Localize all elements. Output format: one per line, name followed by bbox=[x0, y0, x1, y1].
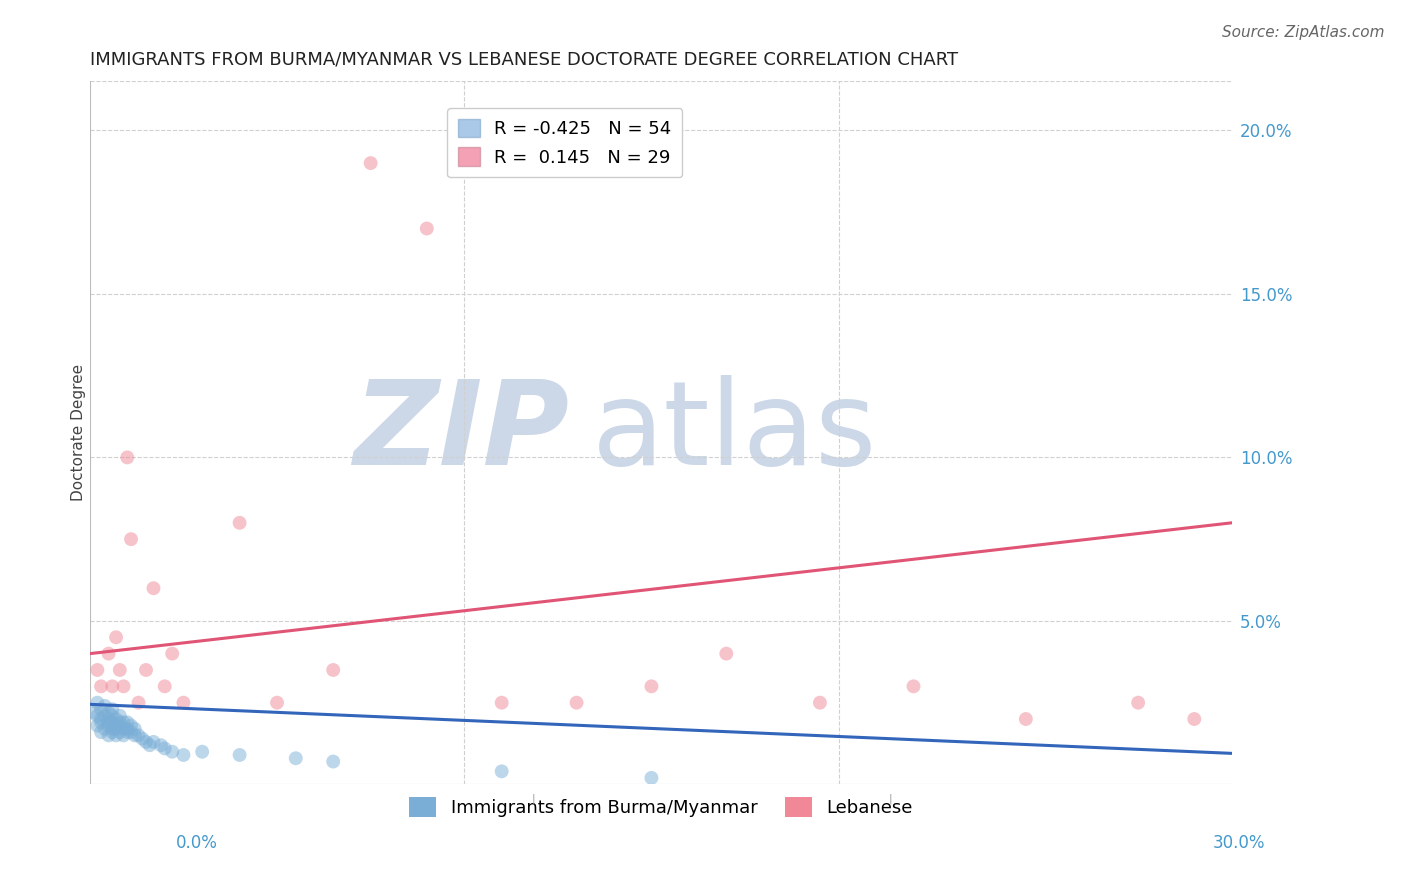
Point bbox=[94, 698, 117, 713]
Point bbox=[105, 722, 128, 736]
Y-axis label: Doctorate Degree: Doctorate Degree bbox=[72, 364, 86, 501]
Point bbox=[808, 696, 831, 710]
Point bbox=[101, 715, 124, 730]
Point bbox=[128, 696, 150, 710]
Point bbox=[108, 663, 131, 677]
Point bbox=[101, 722, 124, 736]
Point bbox=[90, 715, 112, 730]
Point bbox=[108, 718, 131, 732]
Point bbox=[90, 725, 112, 739]
Point bbox=[142, 735, 165, 749]
Point bbox=[117, 450, 139, 465]
Point bbox=[160, 745, 183, 759]
Point bbox=[112, 715, 135, 730]
Point bbox=[97, 706, 120, 720]
Point bbox=[108, 725, 131, 739]
Text: IMMIGRANTS FROM BURMA/MYANMAR VS LEBANESE DOCTORATE DEGREE CORRELATION CHART: IMMIGRANTS FROM BURMA/MYANMAR VS LEBANES… bbox=[90, 51, 957, 69]
Point bbox=[86, 708, 108, 723]
Point bbox=[640, 679, 662, 693]
Point bbox=[172, 696, 194, 710]
Point bbox=[86, 696, 108, 710]
Point bbox=[101, 725, 124, 739]
Point bbox=[228, 747, 250, 762]
Point bbox=[101, 708, 124, 723]
Point bbox=[142, 581, 165, 595]
Point bbox=[135, 735, 157, 749]
Point bbox=[120, 718, 142, 732]
Point bbox=[640, 771, 662, 785]
Point bbox=[101, 702, 124, 716]
Point bbox=[90, 679, 112, 693]
Point bbox=[97, 647, 120, 661]
Point bbox=[903, 679, 925, 693]
Text: 30.0%: 30.0% bbox=[1213, 834, 1265, 852]
Point bbox=[105, 712, 128, 726]
Point bbox=[172, 747, 194, 762]
Point bbox=[90, 702, 112, 716]
Text: |: | bbox=[889, 794, 891, 805]
Point bbox=[108, 715, 131, 730]
Point bbox=[124, 728, 146, 742]
Point bbox=[191, 745, 214, 759]
Point bbox=[97, 715, 120, 730]
Point bbox=[716, 647, 738, 661]
Point bbox=[83, 706, 105, 720]
Point bbox=[97, 728, 120, 742]
Point bbox=[284, 751, 307, 765]
Point bbox=[228, 516, 250, 530]
Point bbox=[108, 708, 131, 723]
Point bbox=[124, 722, 146, 736]
Point bbox=[105, 728, 128, 742]
Point bbox=[266, 696, 288, 710]
Text: atlas: atlas bbox=[592, 376, 877, 491]
Point bbox=[112, 728, 135, 742]
Point bbox=[117, 725, 139, 739]
Point bbox=[112, 722, 135, 736]
Point bbox=[117, 715, 139, 730]
Point bbox=[153, 741, 176, 756]
Point bbox=[149, 738, 172, 752]
Point bbox=[1015, 712, 1038, 726]
Point bbox=[90, 712, 112, 726]
Point bbox=[94, 722, 117, 736]
Point bbox=[97, 718, 120, 732]
Point bbox=[97, 712, 120, 726]
Point bbox=[86, 663, 108, 677]
Point bbox=[120, 532, 142, 546]
Point bbox=[565, 696, 588, 710]
Point bbox=[120, 725, 142, 739]
Point bbox=[160, 647, 183, 661]
Point bbox=[86, 718, 108, 732]
Point bbox=[1126, 696, 1149, 710]
Point bbox=[105, 630, 128, 644]
Point bbox=[360, 156, 382, 170]
Point bbox=[153, 679, 176, 693]
Point bbox=[491, 696, 513, 710]
Point bbox=[112, 679, 135, 693]
Text: |: | bbox=[531, 794, 534, 805]
Point bbox=[117, 722, 139, 736]
Point bbox=[491, 764, 513, 779]
Point bbox=[322, 755, 344, 769]
Point bbox=[1182, 712, 1205, 726]
Legend: Immigrants from Burma/Myanmar, Lebanese: Immigrants from Burma/Myanmar, Lebanese bbox=[402, 789, 920, 824]
Point bbox=[131, 731, 153, 746]
Point bbox=[105, 718, 128, 732]
Point bbox=[135, 663, 157, 677]
Point bbox=[128, 728, 150, 742]
Text: ZIP: ZIP bbox=[353, 376, 569, 491]
Point bbox=[139, 738, 162, 752]
Point bbox=[94, 708, 117, 723]
Point bbox=[416, 221, 439, 235]
Point bbox=[322, 663, 344, 677]
Text: 0.0%: 0.0% bbox=[176, 834, 218, 852]
Point bbox=[101, 679, 124, 693]
Text: Source: ZipAtlas.com: Source: ZipAtlas.com bbox=[1222, 25, 1385, 40]
